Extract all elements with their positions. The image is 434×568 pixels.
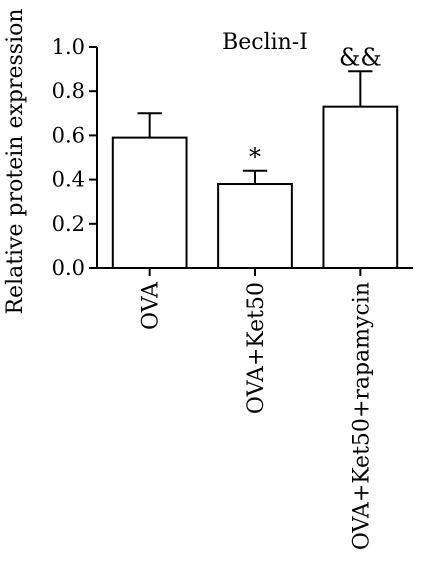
y-tick-label: 0.0 — [52, 256, 85, 280]
bar — [111, 136, 188, 269]
significance-label: * — [249, 143, 261, 171]
y-ticks: 0.0 0.2 0.4 0.6 0.8 1.0 — [52, 35, 97, 280]
y-tick-label: 0.4 — [52, 168, 85, 192]
chart-title: Beclin-I — [222, 30, 308, 55]
x-category-label: OVA+Ket50 — [244, 282, 269, 414]
y-tick-label: 0.2 — [52, 212, 85, 236]
y-axis-title: Relative protein expression — [3, 8, 28, 314]
y-tick-label: 0.6 — [52, 123, 85, 147]
x-category-label: OVA — [139, 281, 164, 330]
bars: * && — [111, 43, 399, 270]
bar — [217, 183, 293, 270]
bar — [322, 105, 399, 269]
y-tick-label: 1.0 — [52, 35, 85, 59]
significance-label: && — [339, 43, 382, 71]
x-category-labels: OVA OVA+Ket50 OVA+Ket50+rapamycin — [139, 268, 374, 550]
x-category-label: OVA+Ket50+rapamycin — [349, 282, 374, 550]
y-tick-label: 0.8 — [52, 79, 85, 103]
